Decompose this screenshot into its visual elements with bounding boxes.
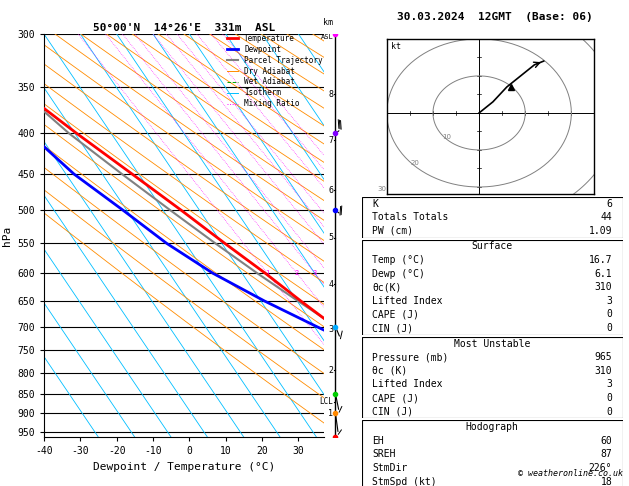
Text: Surface: Surface	[472, 242, 513, 251]
Text: 4: 4	[328, 279, 333, 289]
Text: 20: 20	[410, 160, 419, 166]
Text: EH: EH	[372, 436, 384, 446]
Text: CAPE (J): CAPE (J)	[372, 393, 419, 403]
Text: Lifted Index: Lifted Index	[372, 296, 443, 306]
Text: 3: 3	[606, 296, 612, 306]
Text: 0: 0	[606, 310, 612, 319]
Text: 18: 18	[601, 477, 612, 486]
Text: 8: 8	[328, 89, 333, 99]
Text: 2: 2	[328, 366, 333, 375]
Text: Temp (°C): Temp (°C)	[372, 255, 425, 265]
Text: © weatheronline.co.uk: © weatheronline.co.uk	[518, 469, 623, 478]
Text: 0: 0	[606, 393, 612, 403]
Text: 5: 5	[328, 233, 333, 242]
Text: 6: 6	[606, 199, 612, 208]
Text: StmDir: StmDir	[372, 463, 408, 473]
Text: km: km	[323, 18, 333, 27]
Text: kt: kt	[391, 42, 401, 51]
Legend: Temperature, Dewpoint, Parcel Trajectory, Dry Adiabat, Wet Adiabat, Isotherm, Mi: Temperature, Dewpoint, Parcel Trajectory…	[226, 34, 323, 108]
Text: 3: 3	[313, 270, 317, 277]
Text: 30.03.2024  12GMT  (Base: 06): 30.03.2024 12GMT (Base: 06)	[398, 12, 593, 22]
Y-axis label: hPa: hPa	[2, 226, 12, 246]
Text: θc (K): θc (K)	[372, 366, 408, 376]
Text: CIN (J): CIN (J)	[372, 407, 413, 417]
Text: 310: 310	[594, 282, 612, 292]
Text: 965: 965	[594, 352, 612, 362]
Text: 1.09: 1.09	[589, 226, 612, 236]
Text: Hodograph: Hodograph	[465, 422, 519, 432]
Text: 7: 7	[328, 136, 333, 145]
Text: SREH: SREH	[372, 450, 396, 459]
Title: 50°00'N  14°26'E  331m  ASL: 50°00'N 14°26'E 331m ASL	[93, 23, 275, 33]
Text: 44: 44	[601, 212, 612, 222]
Text: Totals Totals: Totals Totals	[372, 212, 448, 222]
Text: PW (cm): PW (cm)	[372, 226, 413, 236]
Text: 1: 1	[328, 409, 333, 418]
Text: LCL: LCL	[320, 397, 333, 406]
Text: ASL: ASL	[320, 34, 333, 40]
X-axis label: Dewpoint / Temperature (°C): Dewpoint / Temperature (°C)	[93, 462, 275, 472]
Text: 30: 30	[378, 186, 387, 191]
Text: 87: 87	[601, 450, 612, 459]
Text: 2: 2	[295, 270, 299, 277]
Text: 226°: 226°	[589, 463, 612, 473]
Text: 10: 10	[442, 134, 451, 140]
Text: 0: 0	[606, 407, 612, 417]
Text: CIN (J): CIN (J)	[372, 323, 413, 333]
Text: Pressure (mb): Pressure (mb)	[372, 352, 448, 362]
Text: Lifted Index: Lifted Index	[372, 380, 443, 389]
Text: CAPE (J): CAPE (J)	[372, 310, 419, 319]
Text: 0: 0	[606, 323, 612, 333]
Text: 310: 310	[594, 366, 612, 376]
Text: θc(K): θc(K)	[372, 282, 401, 292]
Text: 3: 3	[328, 325, 333, 333]
Text: Dewp (°C): Dewp (°C)	[372, 269, 425, 278]
Text: 16.7: 16.7	[589, 255, 612, 265]
Text: K: K	[372, 199, 378, 208]
Text: 6: 6	[328, 186, 333, 195]
Text: 60: 60	[601, 436, 612, 446]
Text: Most Unstable: Most Unstable	[454, 339, 530, 348]
Text: 3: 3	[606, 380, 612, 389]
Text: 6.1: 6.1	[594, 269, 612, 278]
Text: 1: 1	[265, 270, 269, 277]
Text: StmSpd (kt): StmSpd (kt)	[372, 477, 437, 486]
